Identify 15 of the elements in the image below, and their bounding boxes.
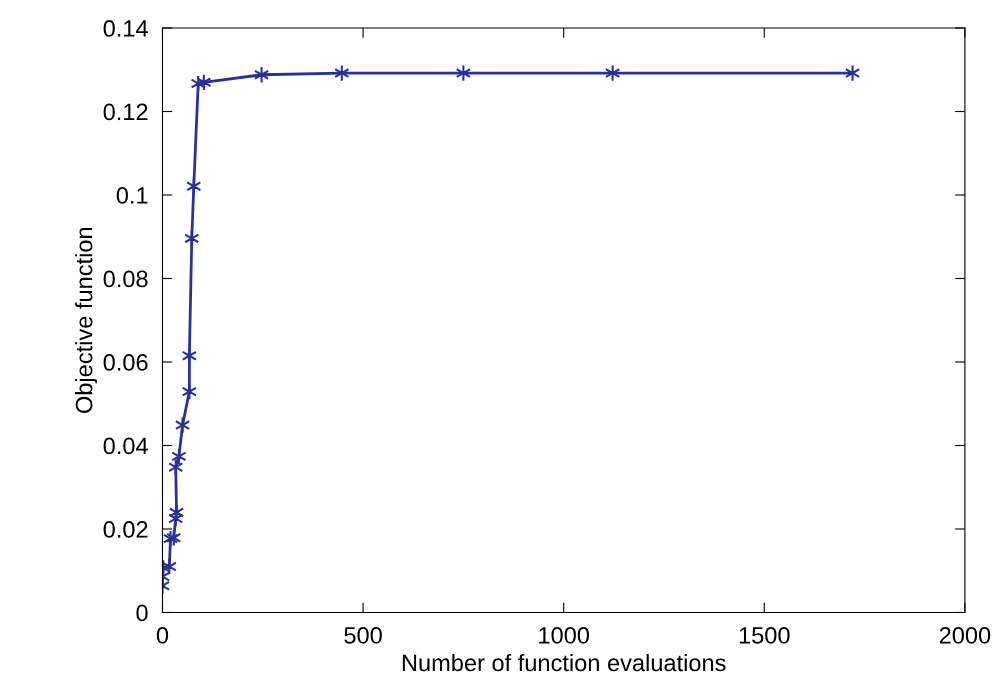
y-tick-label: 0.02 — [103, 521, 148, 538]
y-tick-label: 0.06 — [103, 354, 148, 371]
y-tick-label: 0.08 — [103, 270, 148, 288]
y-tick-label: 0.04 — [103, 437, 148, 455]
x-tick-label: 2000 — [939, 627, 991, 644]
x-tick-label: 1500 — [739, 627, 790, 644]
y-axis-title: Objective function — [75, 227, 98, 413]
x-axis-title: Number of function evaluations — [402, 653, 726, 672]
y-tick-label: 0.12 — [103, 103, 148, 121]
y-tick-label: 0.1 — [116, 187, 148, 204]
y-tick-label: 0 — [136, 604, 148, 622]
x-tick-label: 0 — [156, 627, 169, 644]
y-tick-label: 0.14 — [103, 20, 148, 37]
x-tick-label: 1000 — [539, 627, 590, 644]
x-tick-label: 500 — [344, 627, 382, 644]
